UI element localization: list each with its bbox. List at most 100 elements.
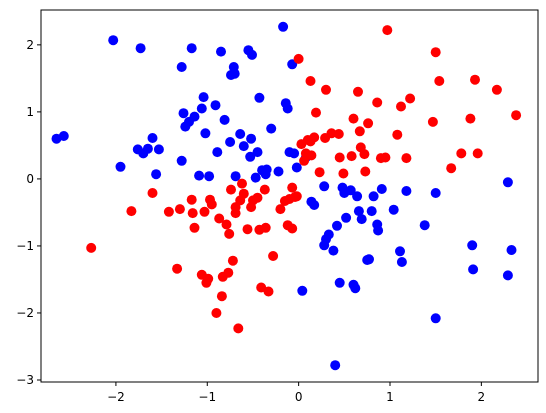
data-point	[395, 246, 405, 257]
points-layer	[51, 21, 522, 371]
y-tick-label: −1	[16, 239, 34, 253]
data-point	[291, 191, 302, 202]
data-point	[210, 100, 221, 111]
data-point	[186, 43, 197, 54]
data-point	[506, 245, 517, 255]
data-point	[401, 186, 412, 196]
y-tick-label: −3	[16, 373, 34, 387]
data-point	[254, 92, 265, 103]
data-point	[376, 184, 387, 194]
data-point	[348, 113, 359, 124]
data-point	[372, 97, 383, 108]
data-point	[225, 137, 236, 147]
y-tick-label: 1	[26, 105, 34, 119]
data-point	[467, 240, 478, 251]
data-point	[332, 220, 342, 231]
data-point	[401, 153, 412, 164]
data-point	[216, 291, 227, 302]
data-point	[338, 168, 349, 179]
data-point	[278, 21, 289, 32]
data-point	[396, 101, 406, 112]
data-point	[346, 151, 357, 162]
data-point	[345, 185, 356, 196]
data-point	[392, 129, 403, 140]
data-point	[323, 229, 334, 240]
data-point	[242, 224, 253, 235]
data-point	[491, 84, 502, 95]
data-point	[380, 152, 391, 163]
data-point	[430, 47, 441, 58]
data-point	[326, 128, 337, 139]
data-point	[246, 133, 257, 144]
data-point	[223, 267, 234, 278]
data-point	[364, 254, 374, 265]
data-point	[266, 123, 277, 134]
data-point	[196, 103, 207, 114]
data-point	[321, 84, 331, 95]
y-tick-label: −2	[16, 306, 34, 320]
data-point	[224, 228, 235, 239]
data-point	[366, 206, 377, 217]
data-point	[200, 128, 211, 139]
data-point	[297, 285, 308, 296]
data-point	[256, 282, 267, 293]
data-point	[354, 126, 365, 137]
data-point	[309, 200, 320, 210]
axes-frame	[40, 9, 539, 383]
x-tick-label: 2	[478, 390, 486, 404]
data-point	[151, 169, 162, 180]
data-point	[214, 213, 225, 224]
data-point	[176, 62, 187, 72]
data-point	[204, 171, 215, 182]
data-point	[511, 110, 522, 121]
data-point	[291, 162, 302, 173]
data-point	[238, 188, 249, 199]
data-point	[172, 263, 183, 274]
x-tick-label: 0	[295, 390, 303, 404]
data-point	[252, 192, 263, 203]
data-point	[368, 191, 379, 202]
data-point	[334, 277, 345, 288]
data-point	[86, 242, 97, 253]
data-point	[212, 147, 223, 158]
data-point	[275, 204, 286, 215]
data-point	[289, 148, 300, 159]
data-point	[470, 74, 480, 85]
data-point	[252, 147, 263, 158]
data-point	[341, 212, 352, 223]
data-point	[230, 171, 241, 182]
data-point	[502, 177, 513, 188]
data-point	[319, 181, 330, 192]
data-point	[227, 255, 238, 266]
data-point	[268, 251, 279, 261]
y-axis: 2 1 0 −1 −2 −3	[16, 38, 41, 387]
data-point	[189, 222, 200, 233]
data-point	[456, 148, 467, 159]
data-point	[293, 53, 304, 64]
data-point	[203, 273, 214, 284]
data-point	[135, 43, 146, 54]
data-point	[333, 129, 344, 139]
y-tick-label: 2	[26, 38, 34, 52]
data-point	[115, 161, 126, 172]
x-axis: −2 −1 0 1 2	[107, 382, 485, 404]
data-point	[373, 225, 384, 236]
data-point	[353, 206, 364, 217]
data-point	[176, 155, 187, 166]
data-point	[314, 167, 325, 178]
data-point	[430, 188, 441, 198]
data-point	[352, 191, 363, 202]
data-point	[147, 188, 158, 198]
data-point	[328, 245, 339, 256]
data-point	[247, 49, 257, 60]
data-point	[260, 222, 271, 233]
data-point	[363, 118, 374, 129]
data-point	[287, 223, 298, 234]
data-point	[261, 164, 272, 175]
data-point	[206, 199, 217, 210]
data-point	[198, 92, 209, 103]
x-tick-label: −2	[107, 390, 125, 404]
data-point	[305, 76, 316, 86]
data-point	[189, 111, 200, 122]
data-point	[334, 152, 345, 163]
